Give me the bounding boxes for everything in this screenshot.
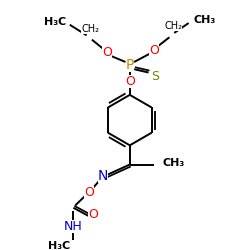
Text: CH₂: CH₂ (164, 21, 182, 31)
Text: O: O (102, 46, 112, 59)
Text: O: O (125, 75, 135, 88)
Text: CH₂: CH₂ (81, 24, 99, 34)
Text: CH₃: CH₃ (162, 158, 184, 168)
Text: O: O (88, 208, 98, 222)
Text: CH₃: CH₃ (194, 15, 216, 25)
Text: P: P (126, 58, 134, 72)
Text: NH: NH (64, 220, 83, 234)
Text: H₃C: H₃C (48, 241, 70, 250)
Text: O: O (149, 44, 159, 57)
Text: O: O (84, 186, 94, 199)
Text: S: S (151, 70, 159, 83)
Text: H₃C: H₃C (44, 16, 66, 26)
Text: N: N (98, 169, 108, 183)
